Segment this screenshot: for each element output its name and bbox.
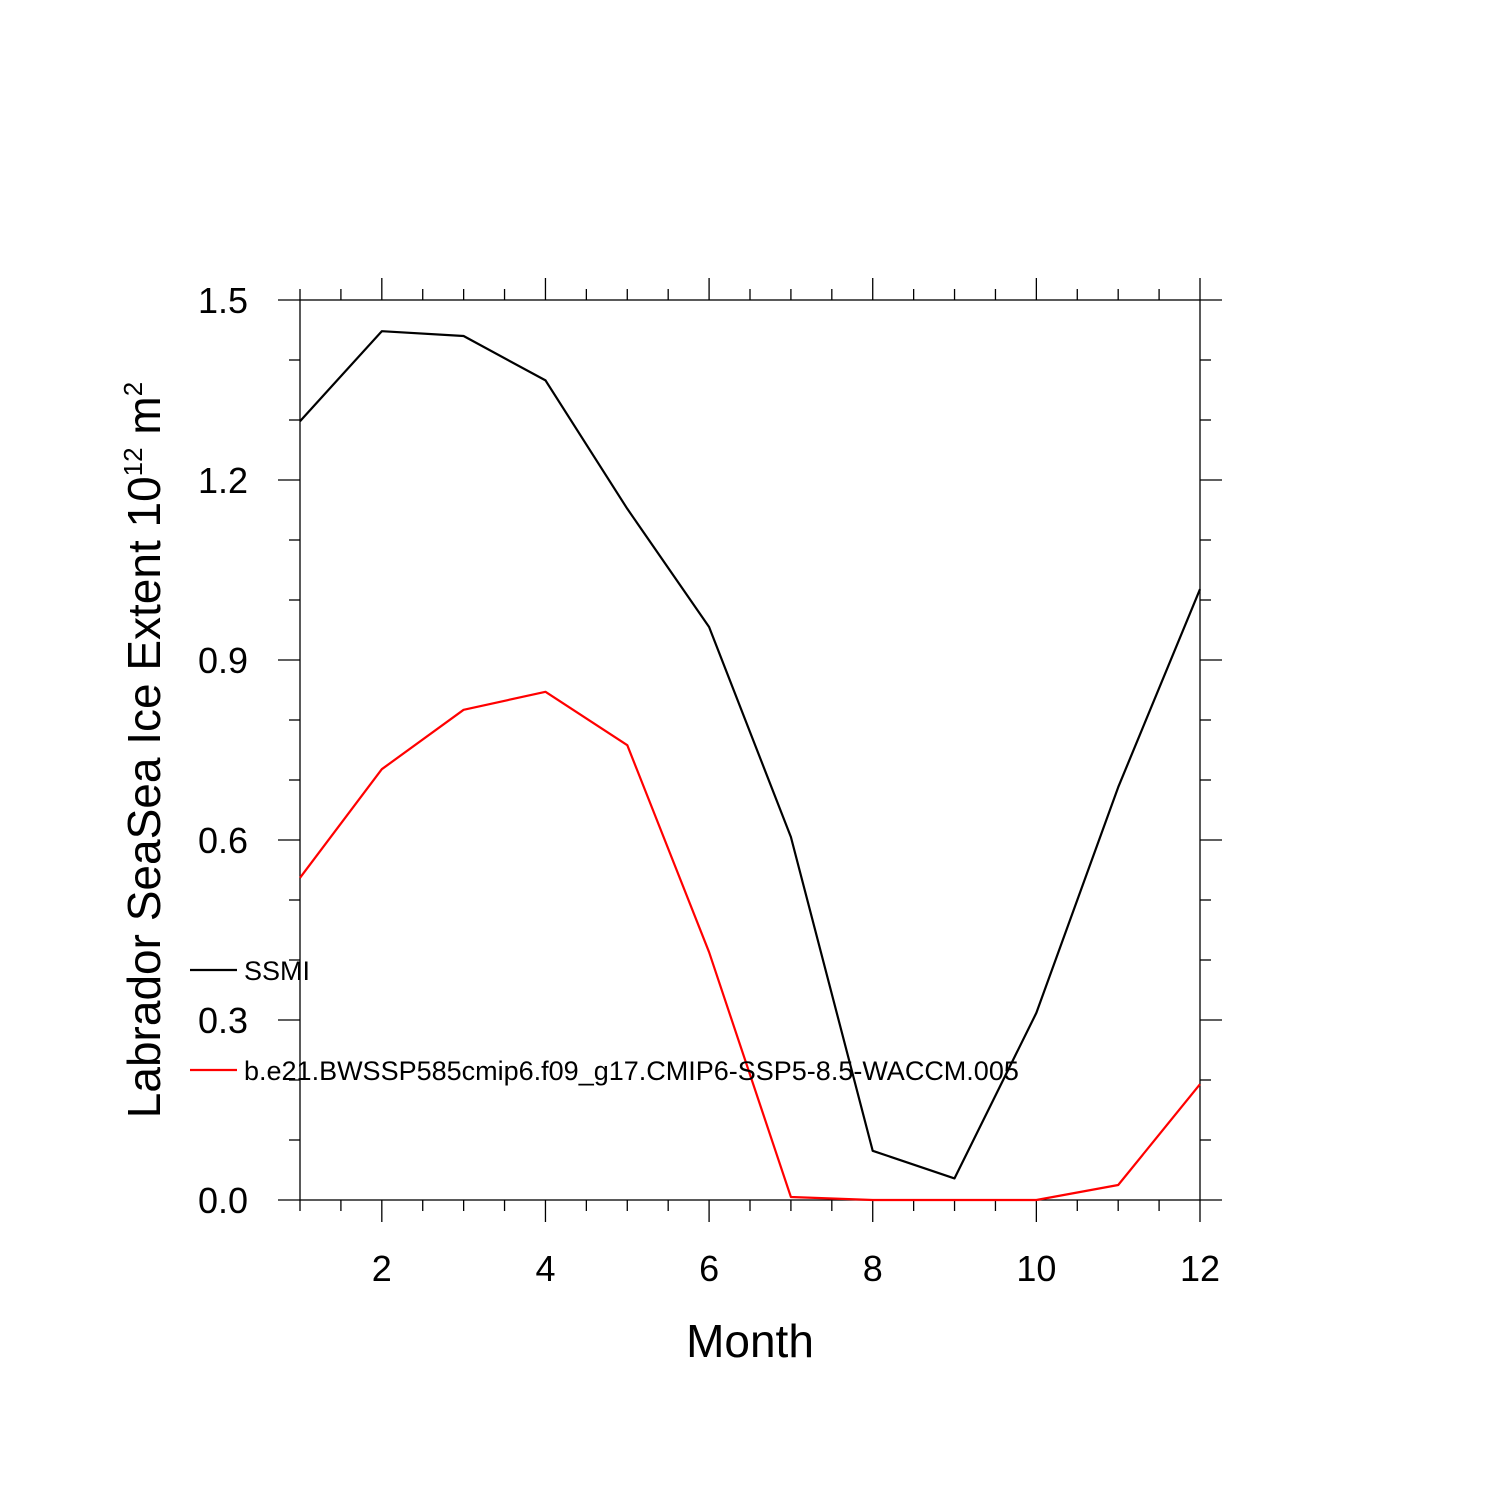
y-tick-label: 1.2 (198, 460, 248, 501)
series-line-2 (299, 690, 1201, 1202)
x-tick-label: 2 (372, 1248, 392, 1289)
y-tick-label: 0.9 (198, 640, 248, 681)
series-line-1 (299, 330, 1202, 1180)
legend: SSMI b.e21.BWSSP585cmip6.f09_g17.CMIP6-SS… (190, 956, 1019, 1086)
x-tick-label: 10 (1016, 1248, 1056, 1289)
y-tick-label: 0.3 (198, 1000, 248, 1041)
x-tick-label: 8 (863, 1248, 883, 1289)
y-tick-label: 0.6 (198, 820, 248, 861)
legend-label: SSMI (244, 956, 310, 986)
axis-ticks (278, 278, 1222, 1222)
x-tick-label: 6 (699, 1248, 719, 1289)
y-axis-label-unit-exponent: 2 (118, 382, 148, 396)
y-tick-label: 0.0 (198, 1180, 248, 1221)
x-tick-label: 4 (535, 1248, 555, 1289)
x-axis-label: Month (686, 1315, 814, 1367)
series-lines (299, 330, 1202, 1202)
plot-frame (299, 299, 1201, 1201)
y-axis-label-exponent: 12 (118, 447, 148, 476)
x-tick-label: 12 (1180, 1248, 1220, 1289)
legend-label: b.e21.BWSSP585cmip6.f09_g17.CMIP6-SSP5-8… (244, 1056, 1019, 1086)
y-axis-label: Labrador SeaSea Ice Extent 1012 m2 (118, 382, 170, 1118)
axis-tick-labels: 2 4 6 8 10 12 0.0 0.3 0.6 0.9 1.2 1.5 (198, 280, 1220, 1289)
y-tick-label: 1.5 (198, 280, 248, 321)
y-axis-label-unit: m (118, 396, 170, 447)
y-axis-label-main: Labrador SeaSea Ice Extent 10 (118, 476, 170, 1118)
